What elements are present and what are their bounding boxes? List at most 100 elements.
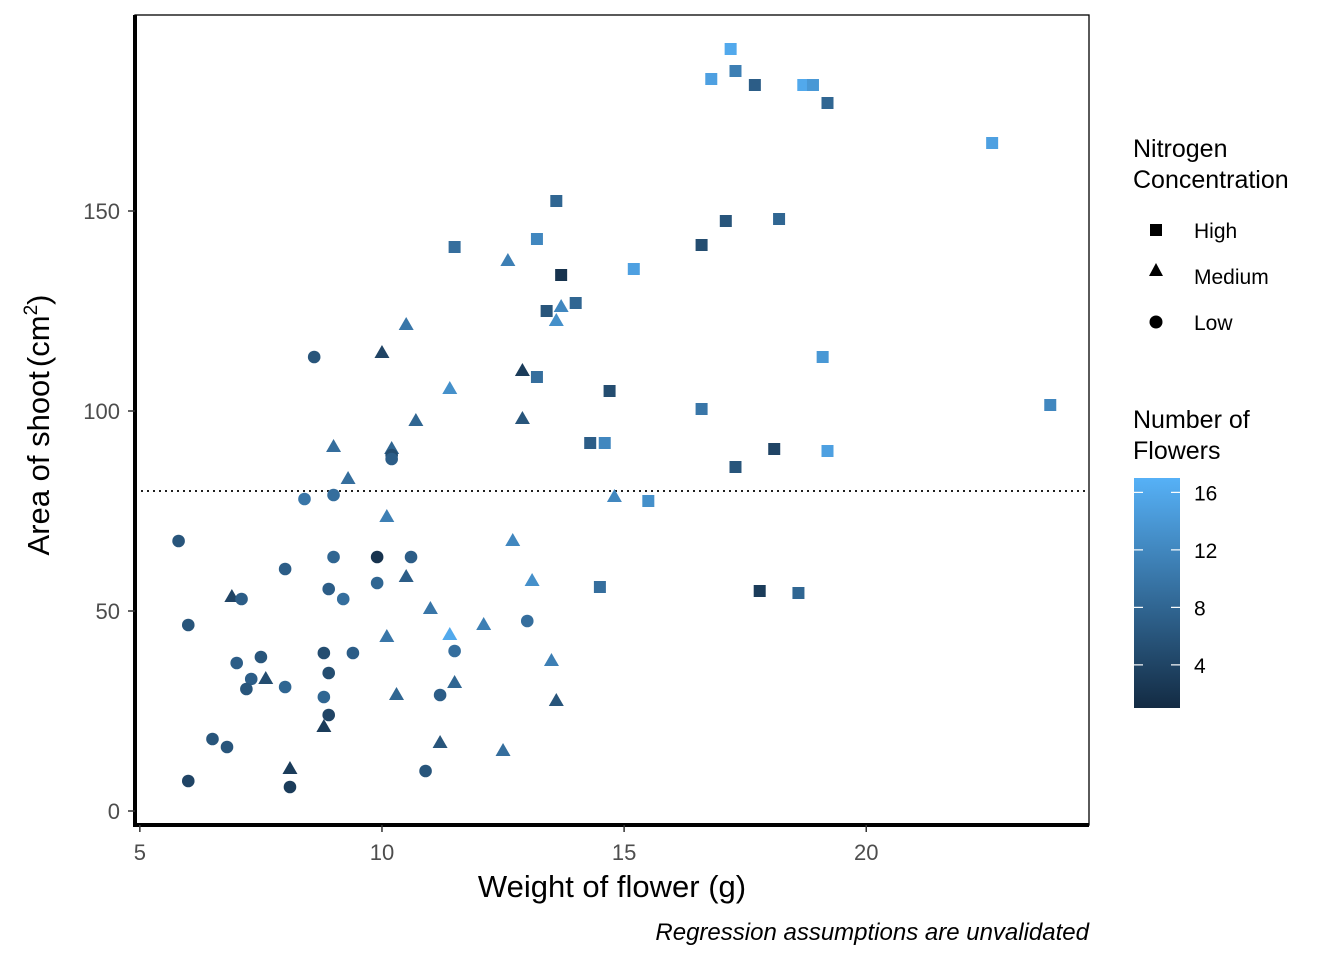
- point-low-26: [317, 690, 331, 704]
- color-legend: Number of Flowers 4 8 12 16: [1133, 406, 1250, 708]
- point-medium-4: [374, 345, 390, 358]
- point-low-16: [317, 646, 331, 660]
- y-tick-label: 150: [83, 199, 120, 224]
- point-low-20: [230, 656, 243, 670]
- point-low-29: [220, 740, 234, 754]
- point-low-7: [370, 550, 384, 564]
- point-medium-19: [476, 617, 492, 630]
- point-medium-7: [514, 411, 530, 424]
- point-high-17: [540, 305, 553, 317]
- y-axis-ticks: 0 50 100 150: [83, 199, 135, 824]
- point-medium-21: [442, 627, 458, 640]
- point-high-9: [773, 213, 786, 225]
- point-low-17: [346, 646, 360, 660]
- color-legend-title-line1: Number of: [1133, 406, 1250, 434]
- point-high-28: [642, 495, 655, 507]
- point-high-15: [555, 269, 568, 281]
- y-axis-title: Area of shoot (cm2): [21, 295, 56, 556]
- colorbar-tick-label: 12: [1194, 540, 1217, 563]
- shape-legend: Nitrogen Concentration High Medium Low: [1133, 135, 1289, 335]
- color-legend-title-line2: Flowers: [1133, 437, 1221, 465]
- point-low-27: [322, 708, 336, 722]
- legend-triangle-icon: [1149, 263, 1163, 276]
- point-high-7: [986, 137, 999, 149]
- point-medium-30: [282, 761, 298, 774]
- point-medium-5: [514, 363, 530, 376]
- point-medium-16: [524, 573, 540, 586]
- point-low-0: [307, 350, 321, 364]
- point-high-1: [705, 73, 718, 85]
- shape-legend-title-line2: Concentration: [1133, 166, 1289, 194]
- point-medium-8: [408, 413, 424, 426]
- point-medium-11: [340, 471, 356, 484]
- x-tick-label: 10: [370, 840, 394, 865]
- point-high-4: [797, 79, 810, 91]
- x-tick-label: 15: [612, 840, 636, 865]
- point-high-2: [729, 65, 742, 77]
- point-high-19: [530, 371, 543, 383]
- point-low-28: [206, 732, 219, 746]
- point-low-13: [336, 592, 350, 606]
- point-medium-26: [548, 693, 564, 706]
- point-medium-22: [543, 653, 559, 666]
- point-low-30: [419, 764, 432, 778]
- point-high-30: [753, 585, 766, 597]
- point-high-18: [816, 351, 829, 363]
- point-high-31: [792, 587, 805, 599]
- point-low-32: [283, 780, 297, 794]
- point-low-31: [181, 774, 195, 788]
- y-axis-title-open-paren: (: [21, 356, 56, 367]
- point-high-20: [603, 385, 616, 397]
- point-low-18: [448, 644, 461, 658]
- point-low-9: [278, 562, 292, 576]
- y-axis-title-exponent: 2: [21, 305, 42, 316]
- point-medium-24: [447, 675, 463, 688]
- point-medium-25: [389, 687, 405, 700]
- point-medium-18: [422, 601, 438, 614]
- colorbar-ticks: 4 8 12 16: [1134, 482, 1217, 678]
- point-low-11: [322, 582, 336, 596]
- y-tick-label: 100: [83, 399, 120, 424]
- legend-label-low: Low: [1194, 312, 1233, 335]
- point-medium-15: [398, 569, 414, 582]
- point-low-25: [433, 688, 447, 702]
- point-medium-6: [442, 381, 458, 394]
- point-high-13: [695, 239, 708, 251]
- point-low-10: [370, 576, 384, 590]
- point-high-27: [729, 461, 742, 473]
- legend-label-medium: Medium: [1194, 266, 1269, 289]
- point-high-25: [768, 443, 781, 455]
- point-high-26: [821, 445, 834, 457]
- point-high-29: [593, 581, 606, 593]
- point-high-14: [627, 263, 640, 275]
- point-high-6: [821, 97, 834, 109]
- point-low-22: [244, 672, 258, 686]
- point-high-21: [695, 403, 708, 415]
- data-points: [172, 43, 1057, 794]
- shape-legend-title-line1: Nitrogen: [1133, 135, 1228, 163]
- point-high-8: [550, 195, 563, 207]
- x-axis-title: Weight of flower (g): [478, 869, 746, 904]
- point-high-11: [448, 241, 461, 253]
- point-high-23: [584, 437, 597, 449]
- point-low-3: [327, 488, 340, 502]
- point-medium-0: [500, 253, 516, 266]
- x-axis-ticks: 5 10 15 20: [134, 825, 878, 865]
- colorbar-tick-label: 8: [1194, 597, 1206, 620]
- legend-label-high: High: [1194, 220, 1237, 243]
- legend-square-icon: [1150, 224, 1162, 236]
- point-low-14: [520, 614, 534, 628]
- y-axis-title-unit: cm: [21, 315, 56, 356]
- point-low-15: [181, 618, 195, 632]
- point-medium-12: [606, 489, 622, 502]
- plot-panel: [134, 14, 1090, 826]
- point-low-6: [327, 550, 340, 564]
- point-high-3: [748, 79, 761, 91]
- point-high-22: [1044, 399, 1057, 411]
- x-tick-label: 20: [854, 840, 878, 865]
- point-medium-3: [398, 317, 414, 330]
- point-high-16: [569, 297, 582, 309]
- point-medium-27: [316, 719, 332, 732]
- point-medium-23: [258, 671, 274, 684]
